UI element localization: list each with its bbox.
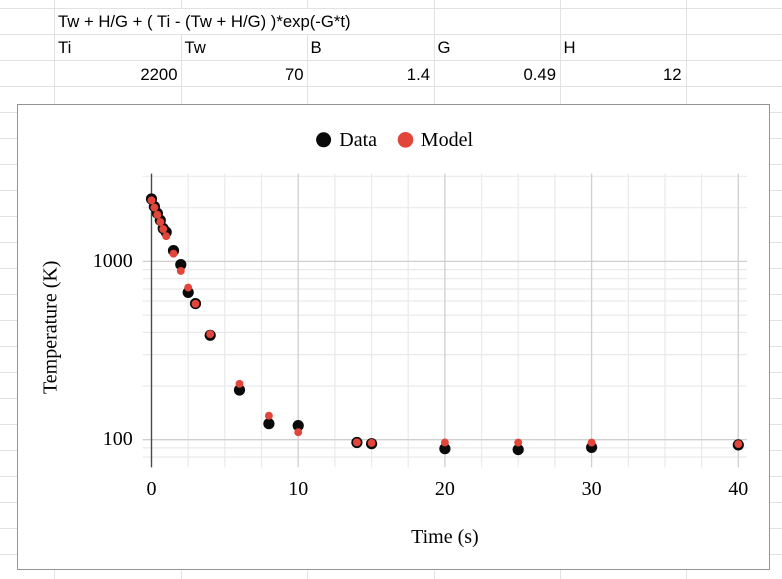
svg-text:Time (s): Time (s) (411, 526, 479, 548)
svg-text:10: 10 (288, 478, 308, 500)
svg-text:30: 30 (582, 478, 602, 500)
svg-text:40: 40 (728, 478, 748, 500)
svg-text:20: 20 (435, 478, 455, 500)
svg-text:1000: 1000 (93, 250, 133, 272)
svg-text:100: 100 (103, 428, 133, 450)
svg-text:Data: Data (339, 129, 377, 151)
svg-text:0: 0 (147, 478, 157, 500)
svg-text:Model: Model (421, 129, 474, 151)
svg-text:Temperature (K): Temperature (K) (39, 261, 61, 395)
